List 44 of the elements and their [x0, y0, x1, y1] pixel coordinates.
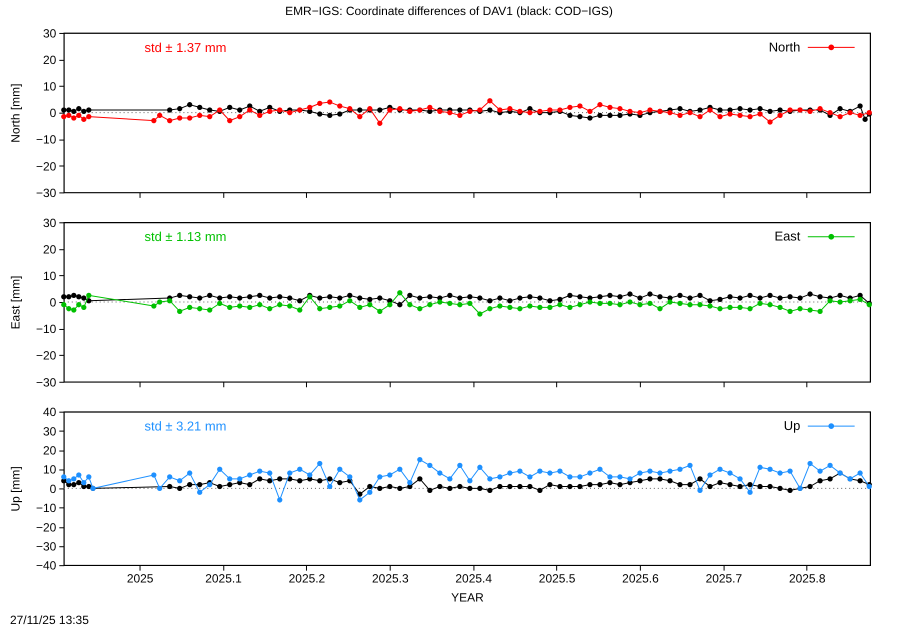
x-tick-label: 2025.1 — [205, 572, 242, 586]
x-tick-label: 2025.8 — [788, 572, 826, 586]
y-tick-label: 30 — [43, 26, 57, 40]
y-tick-label: −20 — [36, 159, 57, 174]
chart-title: EMR−IGS: Coordinate differences of DAV1 (black: COD−IGS) — [285, 4, 613, 18]
y-axis-title: North [mm] — [8, 84, 22, 143]
x-tick-label: 2025.6 — [622, 572, 660, 586]
y-tick-label: 20 — [43, 444, 57, 458]
y-tick-label: −30 — [36, 539, 57, 554]
x-tick-label: 2025.4 — [455, 572, 492, 586]
y-tick-label: −10 — [36, 501, 57, 516]
y-tick-label: 10 — [43, 268, 57, 283]
x-tick-label: 2025.5 — [538, 572, 576, 586]
y-tick-label: −40 — [36, 558, 57, 573]
x-tick-label: 2025.2 — [288, 572, 326, 586]
y-tick-label: 30 — [43, 424, 57, 438]
y-tick-label: 30 — [43, 216, 57, 230]
annotation: std ± 1.37 mm — [144, 40, 226, 55]
y-tick-label: −20 — [36, 520, 57, 534]
legend-label: North — [768, 39, 800, 54]
annotation: std ± 3.21 mm — [144, 418, 226, 434]
y-tick-label: −10 — [36, 132, 57, 147]
y-tick-label: −20 — [36, 348, 57, 363]
y-tick-label: 20 — [43, 53, 57, 67]
y-tick-label: 20 — [43, 242, 57, 256]
y-tick-label: 10 — [43, 80, 57, 94]
y-tick-label: 0 — [50, 482, 57, 496]
legend-label: Up — [784, 418, 800, 434]
y-tick-label: 40 — [43, 405, 57, 420]
x-tick-label: 2025.7 — [706, 572, 742, 586]
x-axis-title: YEAR — [451, 590, 484, 605]
y-tick-label: 0 — [50, 106, 57, 120]
y-tick-label: −30 — [36, 186, 57, 200]
y-tick-label: 0 — [50, 296, 57, 310]
y-tick-label: 10 — [43, 462, 57, 477]
x-tick-label: 2025 — [126, 572, 154, 586]
text: 27/11/25 13:35 — [10, 612, 90, 627]
y-axis-title: East [mm] — [8, 276, 22, 330]
y-tick-label: −10 — [36, 322, 57, 336]
y-axis-title: Up [mm] — [8, 466, 22, 512]
x-tick-label: 2025.3 — [372, 572, 409, 586]
legend-label: East — [774, 228, 801, 244]
annotation: std ± 1.13 mm — [144, 229, 226, 244]
y-tick-label: −30 — [36, 375, 57, 390]
